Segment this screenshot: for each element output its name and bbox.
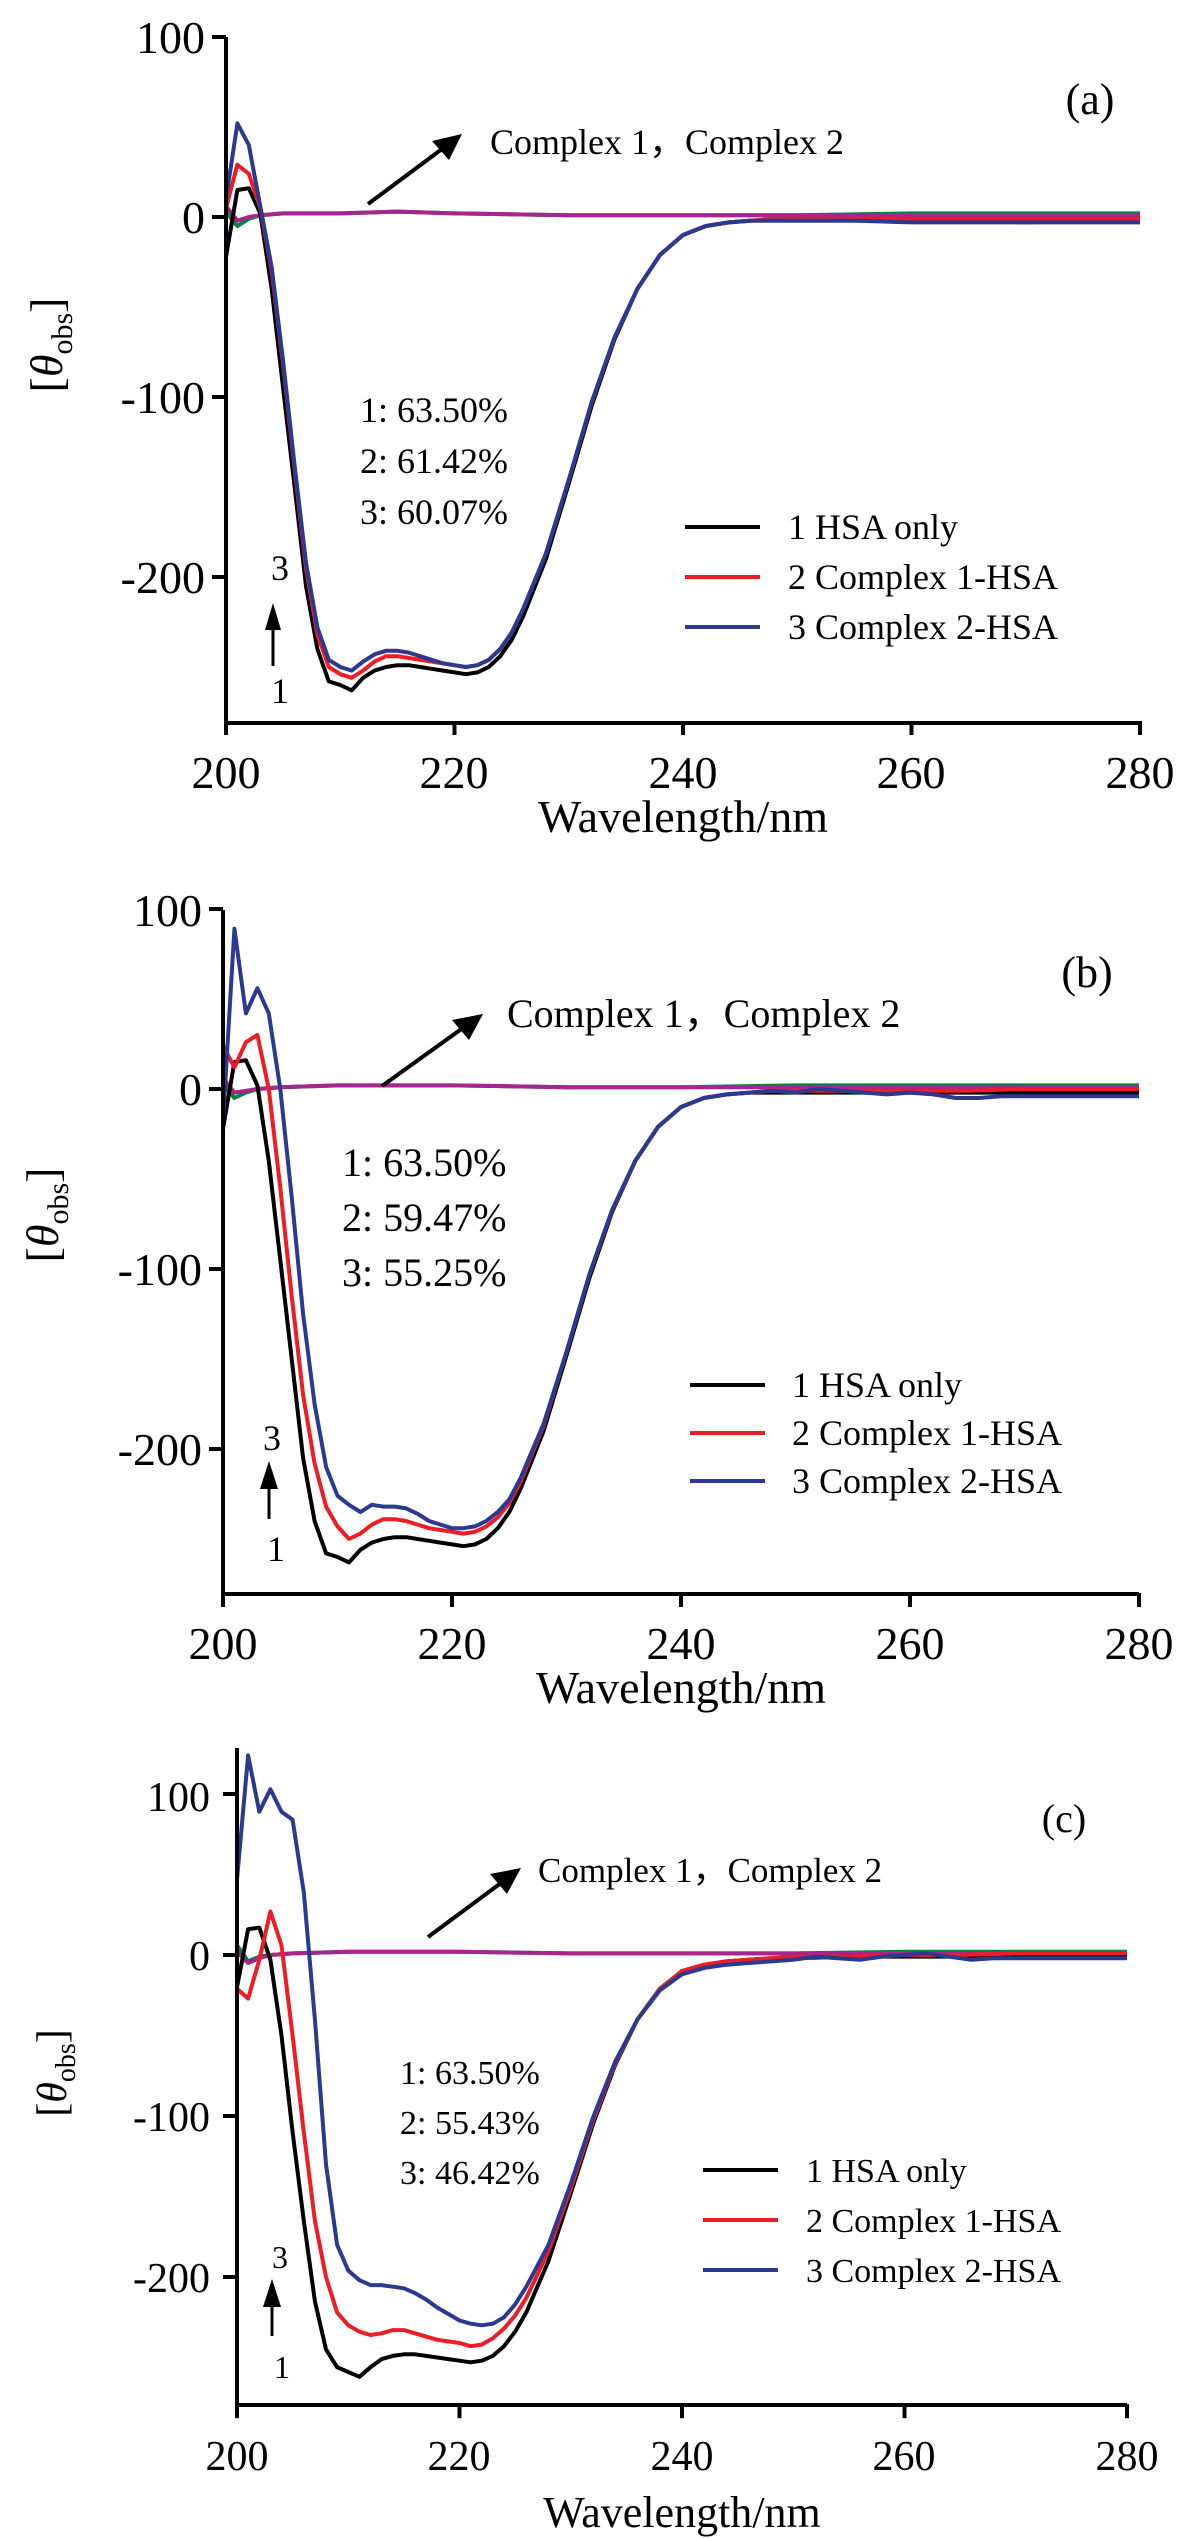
legend: 1 HSA only 2 Complex 1-HSA 3 Complex 2-H… (685, 507, 1058, 647)
annotation-complexes: Complex 1，Complex 2 (538, 1851, 882, 1890)
axis-ticks (212, 35, 1142, 735)
y-tick-label: -100 (133, 2095, 210, 2141)
theta-symbol: θ (17, 1225, 68, 1248)
trend-label-top: 3 (263, 1418, 281, 1458)
trend-label-top: 3 (271, 548, 289, 588)
series-complex2-hsa (224, 121, 1140, 673)
x-tick-label: 260 (876, 1618, 945, 1669)
y-axis-title-text: [θobs] (21, 298, 79, 393)
x-tick-label: 220 (420, 747, 489, 798)
trend-arrow-up (260, 1461, 278, 1519)
legend: 1 HSA only 2 Complex 1-HSA 3 Complex 2-H… (690, 1365, 1062, 1501)
x-tick-label: 220 (428, 2434, 491, 2480)
series-complex2 (224, 204, 1140, 223)
y-axis-title: [θobs] (17, 1168, 75, 1263)
helicity-3: 3: 46.42% (400, 2155, 540, 2192)
theta-subscript: obs (46, 313, 79, 355)
x-tick-label: 280 (1106, 747, 1175, 798)
helicity-1: 1: 63.50% (342, 1140, 506, 1185)
x-tick-label: 280 (1096, 2434, 1159, 2480)
trend-label-top: 3 (272, 2239, 288, 2275)
theta-symbol: θ (30, 2082, 76, 2103)
legend-label-hsa: 1 HSA only (806, 2153, 967, 2190)
helicity-2: 2: 61.42% (360, 441, 508, 481)
theta-subscript: obs (51, 2043, 82, 2082)
legend: 1 HSA only 2 Complex 1-HSA 3 Complex 2-H… (703, 2153, 1061, 2290)
helicity-1: 1: 63.50% (400, 2055, 540, 2092)
x-tick-label: 240 (649, 747, 718, 798)
legend-label-complex1-hsa: 2 Complex 1-HSA (806, 2203, 1061, 2240)
y-tick-label: 0 (182, 192, 205, 243)
series-layer (224, 121, 1140, 693)
y-tick-label: 0 (179, 1064, 202, 1115)
x-tick-label: 280 (1105, 1618, 1174, 1669)
panel-c: 100 0 -100 -200 200 220 240 260 280 Wave… (30, 1748, 1159, 2537)
series-layer (235, 1753, 1127, 2379)
x-axis-title: Wavelength/nm (536, 1662, 826, 1713)
annotation-arrow (426, 1868, 521, 1939)
y-axis-title: [θobs] (21, 298, 79, 393)
x-tick-label: 260 (877, 747, 946, 798)
legend-label-complex1-hsa: 2 Complex 1-HSA (792, 1413, 1062, 1453)
trend-label-bottom: 1 (271, 671, 289, 711)
y-tick-label: 100 (133, 885, 202, 936)
series-layer (221, 926, 1139, 1565)
trend-label-bottom: 1 (267, 1529, 285, 1569)
x-tick-label: 260 (873, 2434, 936, 2480)
annotation-arrow (366, 134, 462, 206)
helicity-1: 1: 63.50% (360, 390, 508, 430)
y-axis-title-text: [θobs] (30, 2029, 82, 2117)
panel-label: (b) (1061, 948, 1112, 997)
panel-a: 100 0 -100 -200 200 220 240 260 280 Wave… (21, 12, 1175, 842)
panel-label: (c) (1042, 1796, 1086, 1841)
trend-arrow-up (263, 2279, 281, 2336)
y-axis-title-text: [θobs] (17, 1168, 75, 1263)
series-complex1-hsa (235, 1909, 1127, 2349)
x-tick-label: 220 (418, 1618, 487, 1669)
series-complex2-hsa (221, 926, 1139, 1531)
y-tick-label: -200 (121, 552, 205, 603)
annotation-complexes: Complex 1，Complex 2 (507, 991, 900, 1036)
helicity-3: 3: 60.07% (360, 492, 508, 532)
x-tick-label: 200 (192, 747, 261, 798)
axis-ticks (223, 1792, 1129, 2419)
helicity-2: 2: 59.47% (342, 1195, 506, 1240)
legend-label-hsa: 1 HSA only (788, 507, 958, 547)
annotation-arrow (380, 1014, 483, 1088)
x-axis-title: Wavelength/nm (543, 2488, 821, 2537)
annotation-complexes: Complex 1，Complex 2 (490, 122, 844, 162)
helicity-3: 3: 55.25% (342, 1250, 506, 1295)
axis-ticks (209, 907, 1141, 1607)
series-complex2 (221, 1076, 1139, 1095)
legend-label-complex2-hsa: 3 Complex 2-HSA (788, 607, 1058, 647)
x-tick-label: 200 (206, 2434, 269, 2480)
x-axis-title: Wavelength/nm (538, 791, 828, 842)
legend-label-hsa: 1 HSA only (792, 1365, 962, 1405)
legend-label-complex2-hsa: 3 Complex 2-HSA (792, 1461, 1062, 1501)
series-hsa-only (235, 1925, 1127, 2379)
panel-b: 100 0 -100 -200 200 220 240 260 280 Wave… (17, 885, 1174, 1713)
y-tick-label: 0 (189, 1934, 210, 1980)
y-tick-label: -100 (118, 1244, 202, 1295)
trend-arrow-up (265, 603, 281, 666)
x-tick-label: 240 (647, 1618, 716, 1669)
y-tick-label: -200 (133, 2256, 210, 2302)
legend-label-complex1-hsa: 2 Complex 1-HSA (788, 557, 1058, 597)
x-tick-label: 200 (189, 1618, 258, 1669)
theta-symbol: θ (21, 355, 72, 378)
helicity-2: 2: 55.43% (400, 2105, 540, 2142)
y-tick-label: -100 (121, 372, 205, 423)
y-tick-label: 100 (136, 12, 205, 63)
x-tick-label: 240 (651, 2434, 714, 2480)
legend-label-complex2-hsa: 3 Complex 2-HSA (806, 2253, 1061, 2290)
series-complex2-hsa (235, 1753, 1127, 2328)
y-axis-title: [θobs] (30, 2029, 82, 2117)
trend-label-bottom: 1 (274, 2349, 290, 2385)
theta-subscript: obs (42, 1183, 75, 1225)
panel-label: (a) (1066, 75, 1115, 124)
y-tick-label: 100 (147, 1775, 210, 1821)
y-tick-label: -200 (118, 1424, 202, 1475)
